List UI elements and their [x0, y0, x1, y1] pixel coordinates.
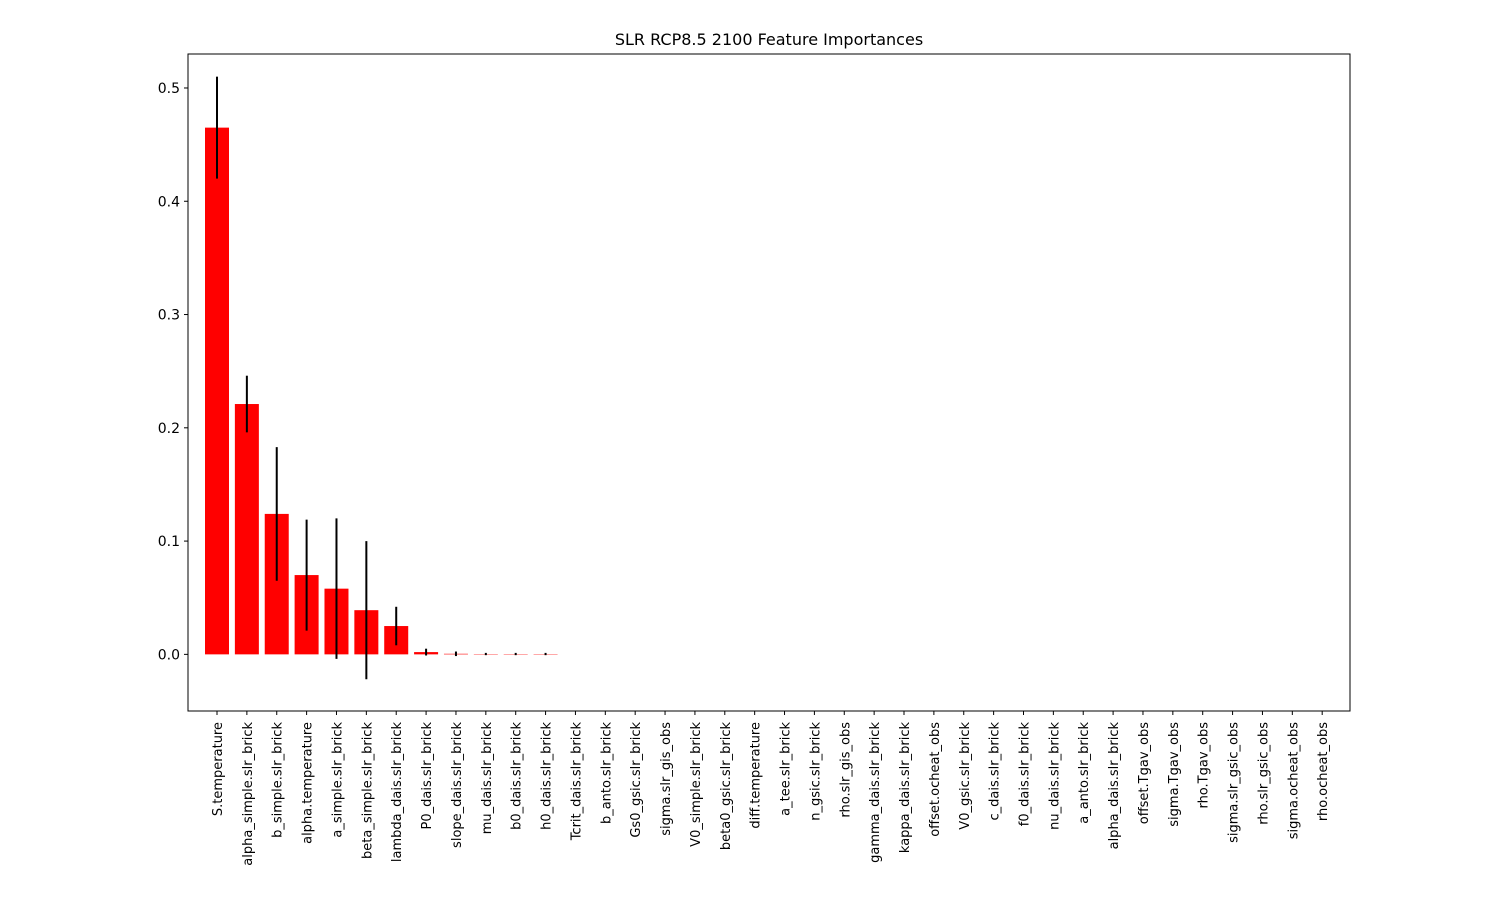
x-tick-label: alpha_dais.slr_brick — [1107, 722, 1122, 850]
x-tick-label: sigma.ocheat_obs — [1286, 722, 1301, 840]
x-tick-label: b0_dais.slr_brick — [510, 722, 525, 830]
y-tick-label: 0.4 — [158, 194, 180, 210]
x-tick-label: nu_dais.slr_brick — [1047, 722, 1062, 830]
y-tick-label: 0.0 — [158, 647, 180, 663]
y-tick-label: 0.2 — [158, 421, 180, 437]
x-tick-label: rho.slr_gsic_obs — [1256, 722, 1271, 825]
x-tick-label: a_anto.slr_brick — [1077, 722, 1092, 824]
x-tick-label: rho.slr_gis_obs — [838, 722, 853, 818]
x-tick-label: mu_dais.slr_brick — [480, 722, 495, 835]
x-tick-label: n_gsic.slr_brick — [808, 722, 823, 821]
x-tick-label: b_simple.slr_brick — [271, 722, 286, 838]
x-tick-label: gamma_dais.slr_brick — [868, 722, 883, 863]
x-tick-label: offset.Tgav_obs — [1137, 722, 1152, 824]
x-tick-label: sigma.slr_gis_obs — [659, 722, 674, 836]
x-tick-label: h0_dais.slr_brick — [540, 722, 555, 830]
x-tick-label: Gs0_gsic.slr_brick — [629, 722, 644, 838]
x-tick-label: rho.Tgav_obs — [1197, 722, 1212, 809]
chart-title: SLR RCP8.5 2100 Feature Importances — [615, 30, 923, 49]
x-tick-label: alpha_simple.slr_brick — [241, 722, 256, 866]
x-tick-label: f0_dais.slr_brick — [1017, 722, 1032, 827]
y-tick-label: 0.5 — [158, 81, 180, 97]
x-tick-label: c_dais.slr_brick — [988, 722, 1003, 821]
bars-group — [205, 127, 1335, 655]
x-tick-label: V0_simple.slr_brick — [689, 722, 704, 847]
x-tick-label: diff.temperature — [749, 722, 764, 829]
x-tick-label: sigma.slr_gsic_obs — [1227, 722, 1242, 843]
x-tick-label: sigma.Tgav_obs — [1167, 722, 1182, 827]
error-bars-group — [216, 76, 547, 680]
x-tick-label: a_simple.slr_brick — [330, 722, 345, 838]
y-axis: 0.0 0.1 0.2 0.3 0.4 0.5 — [158, 81, 188, 663]
y-tick-label: 0.1 — [158, 534, 180, 550]
x-tick-label: S.temperature — [211, 722, 226, 816]
x-tick-label: offset.ocheat_obs — [928, 722, 943, 837]
x-tick-label: b_anto.slr_brick — [599, 722, 614, 824]
bar — [234, 404, 259, 655]
x-axis: S.temperature alpha_simple.slr_brick b_sim… — [211, 711, 1331, 866]
x-tick-label: rho.ocheat_obs — [1316, 722, 1331, 821]
x-tick-label: beta0_gsic.slr_brick — [719, 722, 734, 851]
x-tick-label: beta_simple.slr_brick — [360, 722, 375, 859]
x-tick-label: V0_gsic.slr_brick — [958, 722, 973, 830]
y-tick-label: 0.3 — [158, 308, 180, 324]
x-tick-label: Tcrit_dais.slr_brick — [569, 722, 584, 842]
x-tick-label: alpha.temperature — [301, 722, 316, 844]
x-tick-label: a_tee.slr_brick — [779, 722, 794, 816]
x-tick-label: kappa_dais.slr_brick — [898, 722, 913, 854]
x-tick-label: lambda_dais.slr_brick — [390, 722, 405, 863]
x-tick-label: slope_dais.slr_brick — [450, 722, 465, 848]
plot-frame — [187, 53, 1351, 712]
bar — [205, 127, 229, 655]
x-tick-label: P0_dais.slr_brick — [420, 722, 435, 830]
